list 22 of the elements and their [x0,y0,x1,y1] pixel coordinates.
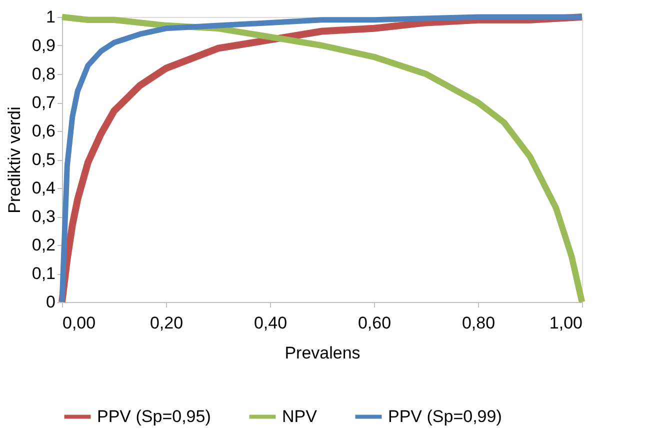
y-tick-label: 0,2 [32,236,56,254]
legend-label: NPV [282,406,318,426]
y-tick-label: 0,5 [32,150,56,169]
y-tick-label: 0,1 [32,264,56,283]
x-tick-label: 0,60 [358,314,392,332]
y-axis-title: Prediktiv verdi [4,106,24,214]
x-tick-label: 0,40 [254,314,288,332]
y-tick-label: 0,4 [32,178,56,198]
x-tick-label: 0,80 [462,314,496,332]
y-tick-label: 1 [46,8,56,26]
x-tick-label: 0,20 [150,314,184,332]
legend-label: PPV (Sp=0,99) [388,406,502,426]
y-tick-label: 0,8 [32,64,56,84]
x-tick-label: 0,00 [62,314,96,332]
legend-label: PPV (Sp=0,95) [97,406,211,426]
y-tick-label: 0,9 [32,36,56,55]
x-tick-label: 1,00 [549,314,582,332]
x-axis-title: Prevalens [284,344,360,362]
y-tick-label: 0 [46,292,56,312]
y-tick-label: 0,6 [32,122,56,140]
y-tick-label: 0,7 [32,93,56,112]
y-tick-label: 0,3 [32,207,56,226]
